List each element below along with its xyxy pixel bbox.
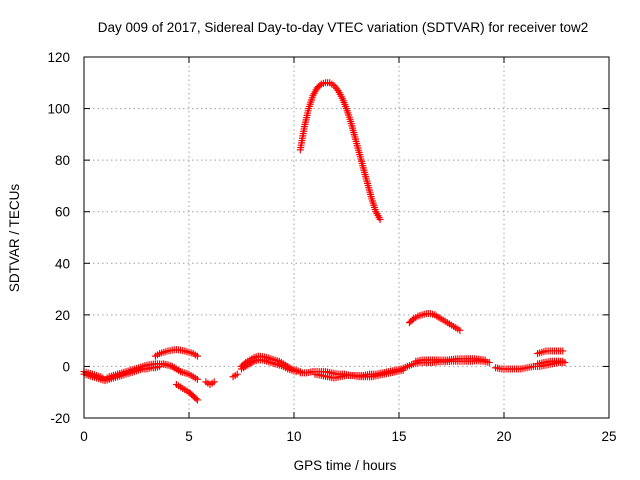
x-tick-label: 25: [601, 429, 616, 444]
data-point: [193, 375, 201, 383]
chart-title: Day 009 of 2017, Sidereal Day-to-day VTE…: [98, 20, 588, 35]
series-arc-mid-lower: [311, 366, 407, 382]
series-arc-7h: [229, 370, 241, 381]
plot-frame: [83, 56, 610, 419]
y-tick-label: 100: [47, 102, 70, 117]
grid: [84, 57, 609, 418]
data-point: [177, 368, 185, 376]
data-point: [292, 368, 300, 376]
data-point: [333, 85, 341, 93]
series-arc-22h-mid: [534, 357, 567, 368]
data-point: [233, 370, 241, 378]
series-arc-peak-12h: [296, 79, 384, 223]
data-point: [156, 362, 164, 370]
data-point: [192, 395, 200, 403]
y-tick-label: 0: [62, 359, 70, 374]
data-point: [376, 215, 384, 223]
y-tick-label: 120: [47, 50, 70, 65]
y-tick-label: 80: [55, 153, 70, 168]
series-arc-6h: [202, 378, 218, 388]
data-point: [559, 357, 567, 365]
x-tick-label: 5: [185, 429, 193, 444]
data-point: [485, 359, 493, 367]
y-tick-label: 60: [55, 205, 70, 220]
series-arc-4h-upper: [151, 346, 201, 360]
data-marks: [80, 79, 569, 404]
data-point: [559, 347, 567, 355]
series-arc-early-2: [80, 362, 164, 385]
x-tick-label: 15: [391, 429, 406, 444]
data-point: [481, 356, 489, 364]
y-tick-label: -20: [50, 411, 70, 426]
data-point: [210, 378, 218, 386]
y-tick-label: 40: [55, 256, 70, 271]
data-point: [399, 366, 407, 374]
x-tick-label: 20: [496, 429, 511, 444]
x-tick-label: 0: [80, 429, 88, 444]
x-tick-label: 10: [286, 429, 301, 444]
series-arc-18h: [412, 355, 489, 365]
y-tick-label: 20: [55, 308, 70, 323]
data-point: [456, 326, 464, 334]
axis-ticks: 0 5 10 15 20 25 -20 0 20 40 60 80 100 120: [47, 50, 616, 444]
x-axis-label: GPS time / hours: [294, 458, 397, 473]
series-arc-22h-upper: [534, 347, 567, 358]
y-axis-label: SDTVAR / TECUs: [7, 184, 22, 293]
series-arc-8h-lower: [238, 356, 300, 376]
series-arc-16h: [406, 310, 464, 334]
series-arc-4h-lower: [172, 380, 201, 404]
data-point: [193, 396, 201, 404]
data-point: [193, 352, 201, 360]
